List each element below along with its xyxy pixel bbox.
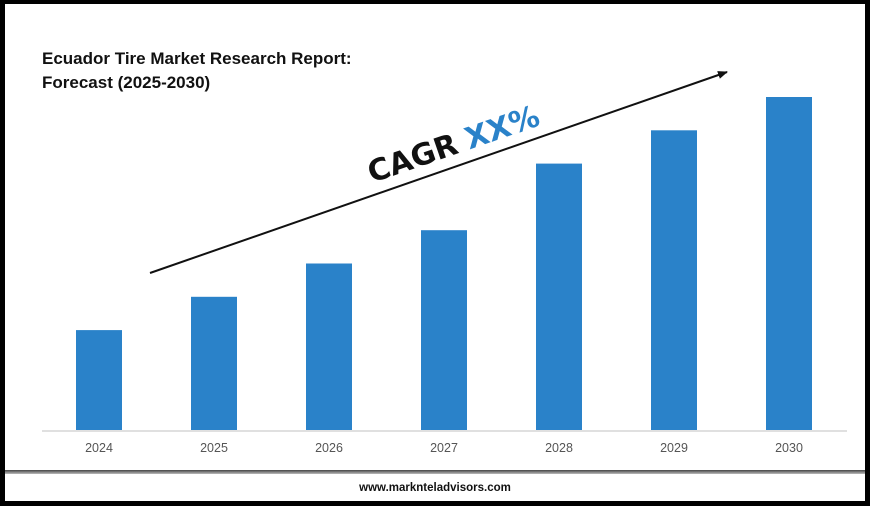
chart-title-line-2: Forecast (2025-2030)	[42, 73, 211, 92]
x-tick-label: 2028	[545, 441, 573, 455]
bar-2024	[76, 330, 122, 430]
bar-2029	[651, 130, 697, 431]
x-tick-label: 2029	[660, 441, 688, 455]
bar-2025	[191, 296, 237, 430]
footer-divider	[5, 470, 865, 474]
trend-arrow	[149, 71, 728, 274]
chart-title: Ecuador Tire Market Research Report: For…	[42, 47, 352, 95]
x-tick-label: 2027	[430, 441, 458, 455]
bar-2027	[421, 230, 467, 430]
cagr-value: XX%	[461, 99, 545, 157]
chart-title-line-1: Ecuador Tire Market Research Report:	[42, 49, 352, 68]
x-tick-label: 2024	[85, 441, 113, 455]
x-tick-label: 2026	[315, 441, 343, 455]
bar-2028	[536, 163, 582, 430]
x-tick-label: 2030	[775, 441, 803, 455]
bar-2026	[306, 263, 352, 430]
x-tick-label: 2025	[200, 441, 228, 455]
website-footer[interactable]: www.marknteladvisors.com	[359, 482, 511, 494]
bar-2030	[766, 97, 812, 430]
